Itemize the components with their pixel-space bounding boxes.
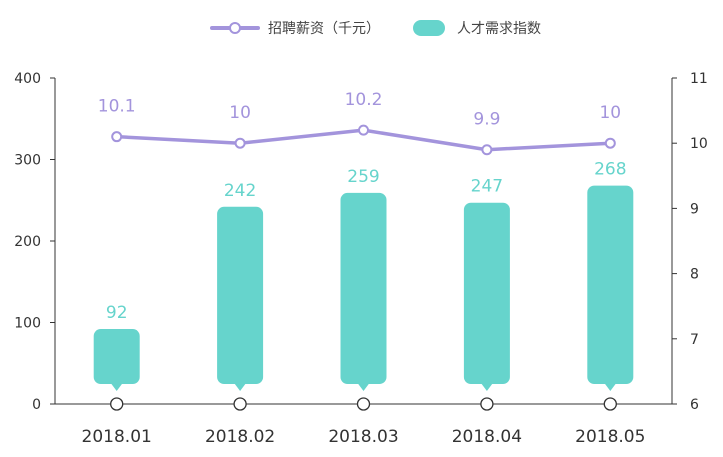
- bar: [463, 202, 510, 384]
- x-axis-marker: [233, 397, 247, 411]
- bars: [93, 185, 634, 391]
- y-tick-right-label: 10: [690, 136, 708, 152]
- bar: [217, 206, 264, 384]
- bar-pointer: [110, 383, 123, 391]
- y-tick-right-label: 8: [690, 267, 699, 283]
- salary-point: [604, 137, 616, 149]
- legend-item-demand[interactable]: 人才需求指数: [413, 20, 541, 37]
- bar-value-label: 242: [224, 181, 256, 201]
- x-axis-marker: [603, 397, 617, 411]
- salary-point: [358, 124, 369, 136]
- x-axis-marker: [110, 397, 124, 411]
- x-axis-marker: [480, 397, 494, 411]
- y-tick-right-label: 6: [690, 397, 699, 413]
- legend-label-salary: 招聘薪资（千元）: [268, 21, 380, 37]
- y-tick-right-label: 9: [690, 201, 699, 217]
- bar: [340, 192, 387, 384]
- salary-point: [234, 137, 246, 149]
- line-value-label: 9.9: [473, 110, 500, 130]
- legend-label-demand: 人才需求指数: [457, 21, 541, 37]
- line-value-label: 10: [599, 103, 621, 123]
- x-tick-label: 2018.01: [82, 427, 152, 447]
- line-value-label: 10.1: [98, 97, 136, 117]
- legend-item-salary[interactable]: 招聘薪资（千元）: [210, 21, 380, 37]
- bar: [93, 329, 140, 384]
- legend-marker-swatch: [229, 22, 241, 34]
- bar-pointer: [357, 383, 370, 391]
- x-tick-label: 2018.05: [575, 427, 645, 447]
- bar-value-label: 268: [594, 160, 626, 180]
- x-axis-marker: [356, 397, 371, 411]
- line-value-label: 10.2: [345, 90, 383, 110]
- y-tick-left-label: 300: [14, 153, 41, 169]
- legend-bar-swatch: [413, 20, 445, 36]
- bar: [587, 185, 634, 384]
- axes: 0 100 200 300 400 6 7 8 9 10 11 2018.01 2018.02 2018.…: [14, 71, 708, 447]
- bar-pointer: [604, 383, 617, 391]
- data-labels: 92 242 259 247 268 10.1 10 10.2 9.9 10: [98, 90, 627, 323]
- bar-pointer: [480, 383, 493, 391]
- bar-value-label: 92: [106, 303, 128, 323]
- y-tick-right-label: 11: [690, 71, 708, 87]
- y-tick-right-label: 7: [690, 332, 699, 348]
- legend: 招聘薪资（千元） 人才需求指数: [210, 20, 541, 37]
- salary-point: [111, 131, 123, 143]
- salary-point: [481, 144, 493, 156]
- bar-value-label: 259: [347, 167, 379, 187]
- y-tick-left-label: 100: [14, 316, 41, 332]
- x-tick-label: 2018.03: [328, 427, 398, 447]
- line-value-label: 10: [229, 103, 251, 123]
- x-tick-label: 2018.02: [205, 427, 275, 447]
- x-tick-label: 2018.04: [452, 427, 522, 447]
- bar-pointer: [234, 383, 247, 391]
- y-tick-left-label: 0: [32, 397, 41, 413]
- bar-value-label: 247: [471, 177, 503, 197]
- y-tick-left-label: 400: [14, 71, 41, 87]
- y-tick-left-label: 200: [14, 234, 41, 250]
- line-series: [111, 124, 616, 156]
